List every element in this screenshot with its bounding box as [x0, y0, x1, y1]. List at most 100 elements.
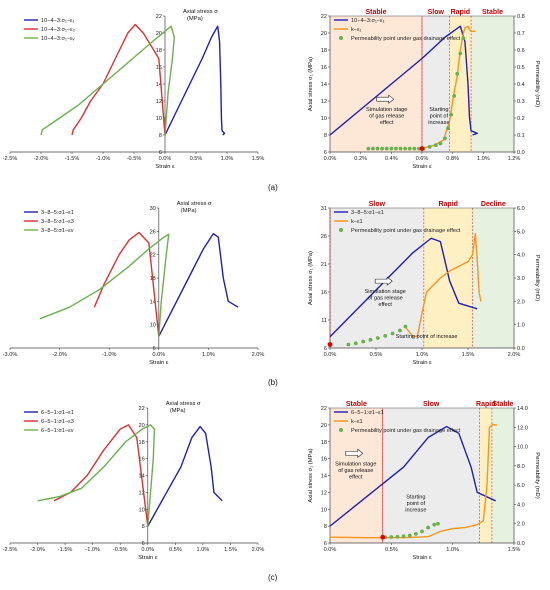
- series-2-point-7: [398, 146, 403, 151]
- series-line-1: [71, 23, 166, 136]
- y2-tick-label-2: 2.0: [517, 299, 525, 305]
- y2-tick-label-6: 12.0: [517, 425, 528, 431]
- annotation-0-line-1: of gas release: [369, 114, 404, 120]
- series-line-0: [147, 425, 223, 527]
- y2-tick-label-6: 0.6: [517, 48, 525, 54]
- legend-item-2: 6−5−1:σ1−εv: [24, 428, 74, 434]
- y-tick-label-1: 8: [159, 133, 162, 139]
- y-tick-label-5: 26: [150, 229, 156, 235]
- legend-item-0: 6−5−1:σ1−ε1: [24, 410, 74, 416]
- y-tick-label-8: 22: [139, 406, 145, 412]
- annotation-0-line-1: of gas release: [338, 468, 373, 474]
- y-tick-label-2: 10: [321, 116, 327, 122]
- x-tick-label-4: 0.8%: [446, 156, 459, 162]
- series-line-2: [39, 233, 170, 337]
- legend-label-0: 3−8−5:σ1−ε1: [41, 210, 74, 216]
- y2-axis-label: Permeability (mD): [534, 452, 540, 498]
- x-tick-label-2: -1.0%: [102, 352, 117, 358]
- y-tick-label-1: 8: [324, 524, 327, 530]
- legend-label-1: k−ε1: [351, 219, 363, 225]
- arrow-icon: [374, 276, 393, 286]
- annotation-0-line-2: effect: [380, 120, 394, 126]
- series-line-1: [53, 424, 149, 527]
- phase-label-1: Slow: [423, 401, 440, 408]
- series-2-point-20: [455, 71, 460, 76]
- series-2-point-8: [403, 324, 408, 329]
- series-2-point-8: [432, 522, 437, 527]
- y2-tick-label-8: 0.8: [517, 14, 525, 20]
- y-tick-label-2: 10: [156, 116, 162, 122]
- legend-label-1: 3−8−5:σ1−ε3: [41, 219, 74, 225]
- y-tick-label-0: 6: [324, 150, 327, 156]
- y-tick-label-7: 20: [156, 31, 162, 37]
- phase-label-0: Stable: [346, 401, 367, 408]
- series-2-point-14: [433, 143, 438, 148]
- legend-item-0: 3−8−5:σ1−ε1: [334, 210, 384, 216]
- annotation-1-line-2: increase: [428, 120, 449, 126]
- phase-band-0: [330, 408, 383, 543]
- legend-item-1: k−ε1: [334, 219, 363, 225]
- legend-item-2: Permeability point under gas drainage ef…: [339, 36, 461, 42]
- x-tick-label-1: -2.0%: [30, 547, 45, 553]
- annotation-0-line-0: Simulation stage: [366, 107, 407, 113]
- series-2-point-17: [446, 126, 450, 131]
- series-2-point-2: [395, 534, 400, 539]
- series-2-point-1: [389, 535, 394, 539]
- y2-tick-label-4: 0.4: [517, 82, 525, 88]
- y2-tick-label-3: 0.3: [517, 99, 525, 105]
- x-tick-label-6: 0.5%: [190, 156, 203, 162]
- phase-band-1: [423, 208, 473, 348]
- legend-label-2: 6−5−1:σ1−εv: [41, 428, 74, 434]
- legend-item-1: k−ε₁: [334, 27, 362, 33]
- panel-label-c: (c): [268, 573, 278, 582]
- series-2-point-0: [366, 146, 371, 151]
- x-tick-label-8: 1.5%: [224, 547, 237, 553]
- phase-band-1: [422, 16, 450, 152]
- x-tick-label-4: 2.0%: [508, 352, 521, 358]
- series-2-point-22: [461, 36, 466, 40]
- arrow-icon: [376, 94, 395, 104]
- x-axis-label: Strain ε: [412, 164, 432, 170]
- x-tick-label-4: -0.5%: [113, 547, 128, 553]
- legend-item-0: 3−8−5:σ1−ε1: [24, 210, 74, 216]
- x-tick-label-0: 0.0%: [324, 547, 337, 553]
- annotation-1-line-2: increase: [405, 507, 426, 513]
- y2-tick-label-1: 1.0: [517, 323, 525, 329]
- x-tick-label-2: -1.5%: [58, 547, 73, 553]
- legend-label-1: k−ε₁: [351, 27, 362, 33]
- x-tick-label-5: 2.0%: [252, 352, 265, 358]
- x-tick-label-2: 1.0%: [446, 547, 459, 553]
- y-tick-label-0: 6: [142, 541, 145, 547]
- legend-label-2: 10−4−3:σ₁−εᵥ: [41, 36, 75, 42]
- series-2-point-4: [375, 336, 380, 340]
- x-tick-label-1: 0.2%: [354, 156, 367, 162]
- series-2-point-21: [458, 51, 463, 56]
- series-2-point-6: [420, 529, 424, 534]
- x-tick-label-3: 1.5%: [508, 547, 521, 553]
- series-2-point-2: [361, 339, 366, 344]
- y-tick-label-4: 14: [321, 82, 327, 88]
- y-tick-label-6: 18: [321, 440, 327, 446]
- x-tick-label-0: -2.5%: [3, 156, 18, 162]
- y2-axis-label: Permeability (mD): [534, 61, 540, 107]
- y-tick-label-8: 22: [321, 406, 327, 412]
- x-tick-label-5: 1.0%: [477, 156, 490, 162]
- series-2-point-19: [452, 94, 457, 98]
- x-tick-label-1: -2.0%: [52, 352, 67, 358]
- x-tick-label-6: 0.5%: [169, 547, 182, 553]
- legend-item-2: Permeability point under gas drainage ef…: [339, 228, 461, 234]
- y2-tick-label-2: 0.2: [517, 116, 525, 122]
- series-2-point-7: [426, 525, 431, 530]
- y-tick-label-2: 10: [321, 507, 327, 513]
- y-axis-label: Axial stress σ: [183, 9, 218, 15]
- y2-tick-label-0: 0.0: [517, 150, 525, 156]
- legend-label-2: Permeability point under gas drainage ef…: [351, 228, 461, 234]
- legend-item-1: 6−5−1:σ1−ε3: [24, 419, 74, 425]
- legend-item-1: 10−4−3:σ₁−ε₃: [24, 27, 75, 33]
- x-tick-label-1: 0.5%: [385, 547, 398, 553]
- x-tick-label-4: -0.5%: [127, 156, 142, 162]
- chart-b-right: Slow Rapid Decline 0.0% 0.5% 1.0% 1.5% 2.0% Stra…: [308, 201, 540, 366]
- legend-label-0: 6−5−1:σ1−ε1: [351, 410, 384, 416]
- series-line-0: [329, 425, 496, 527]
